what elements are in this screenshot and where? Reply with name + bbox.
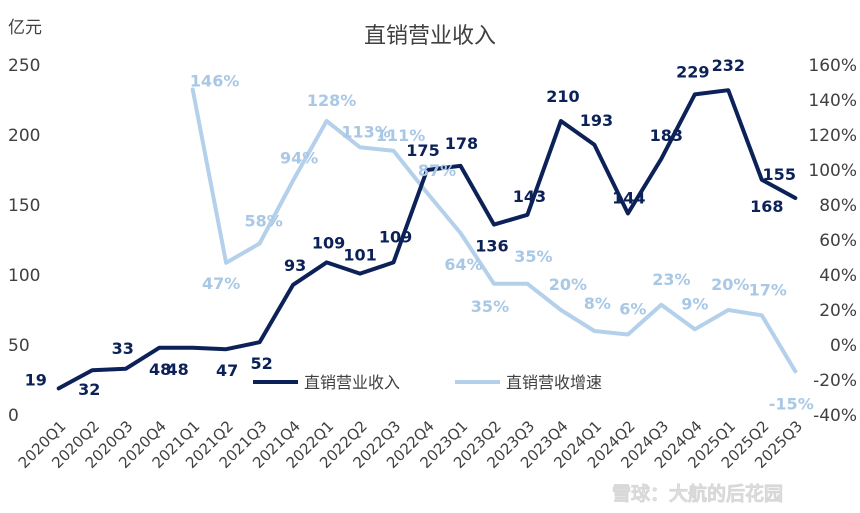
left-tick-label: 200: [8, 126, 40, 146]
left-tick-label: 250: [8, 56, 40, 76]
left-tick-label: 100: [8, 266, 40, 286]
revenue-data-label: 47: [216, 361, 238, 380]
revenue-data-label: 168: [750, 197, 783, 216]
revenue-line: [56, 88, 798, 391]
revenue-data-label: 33: [112, 339, 134, 358]
growth-data-label: 113%: [341, 122, 390, 141]
chart-title: 直销营业收入: [364, 24, 496, 49]
revenue-data-label: 109: [312, 233, 345, 252]
growth-data-label: 87%: [418, 161, 456, 180]
growth-data-label: 64%: [444, 255, 482, 274]
right-tick-label: 160%: [808, 56, 857, 76]
revenue-data-label: 136: [475, 237, 508, 256]
revenue-data-label: 193: [580, 111, 613, 130]
growth-data-label: 8%: [584, 294, 611, 313]
growth-data-labels: 146% 47% 58% 94% 128% 113%111% 87% 64% 35% 35% 20%…: [190, 72, 814, 414]
growth-data-label: 17%: [749, 280, 787, 299]
right-tick-label: 100%: [808, 161, 857, 181]
y-axis-unit: 亿元: [8, 18, 42, 38]
x-axis-ticks: 2020Q12020Q22020Q32020Q42021Q12021Q22021…: [15, 417, 806, 472]
revenue-data-label: 232: [712, 56, 745, 75]
revenue-data-label: 52: [250, 354, 272, 373]
revenue-data-label: 48: [167, 360, 189, 379]
right-tick-label: -40%: [813, 406, 857, 426]
growth-data-label: 9%: [681, 294, 708, 313]
revenue-data-label: 178: [445, 134, 478, 153]
left-axis-ticks: 0 50 100 150 200 250: [8, 56, 40, 426]
revenue-data-label: 93: [284, 256, 306, 275]
growth-series: [190, 87, 798, 374]
growth-data-label: 35%: [514, 247, 552, 266]
legend-label-growth: 直销营收增速: [506, 373, 602, 392]
growth-data-label: -15%: [769, 394, 814, 413]
revenue-data-label: 229: [676, 62, 709, 81]
growth-data-label: 47%: [202, 274, 240, 293]
growth-line: [190, 87, 798, 374]
left-tick-label: 150: [8, 196, 40, 216]
right-tick-label: 20%: [819, 301, 857, 321]
right-axis-ticks: -40% -20% 0% 20% 40% 60% 80% 100% 120% 140% 160%: [808, 56, 857, 426]
growth-data-label: 128%: [307, 91, 356, 110]
revenue-data-label: 143: [513, 187, 546, 206]
revenue-data-label: 155: [763, 165, 796, 184]
growth-data-label: 58%: [244, 212, 282, 231]
revenue-data-label: 144: [612, 188, 645, 207]
revenue-data-label: 19: [25, 370, 47, 389]
right-tick-label: 120%: [808, 126, 857, 146]
growth-data-label: 111%: [376, 126, 425, 145]
growth-data-label: 35%: [471, 297, 509, 316]
left-tick-label: 0: [8, 406, 19, 426]
growth-data-label: 146%: [190, 72, 239, 91]
right-tick-label: 140%: [808, 91, 857, 111]
left-tick-label: 50: [8, 336, 30, 356]
growth-data-label: 94%: [280, 149, 318, 168]
watermark-text: 雪球：大航的后花园: [612, 482, 783, 505]
right-tick-label: -20%: [813, 371, 857, 391]
growth-data-label: 23%: [652, 270, 690, 289]
revenue-data-label: 210: [546, 87, 579, 106]
revenue-data-label: 175: [406, 141, 439, 160]
growth-data-label: 6%: [619, 300, 646, 319]
right-tick-label: 0%: [830, 336, 857, 356]
right-tick-label: 40%: [819, 266, 857, 286]
revenue-data-label: 32: [78, 380, 100, 399]
growth-data-label: 20%: [549, 275, 587, 294]
legend: 直销营业收入 直销营收增速: [253, 373, 602, 392]
growth-data-label: 20%: [711, 275, 749, 294]
right-tick-label: 80%: [819, 196, 857, 216]
revenue-data-label: 183: [650, 126, 683, 145]
revenue-data-label: 109: [379, 227, 412, 246]
revenue-data-label: 101: [343, 246, 376, 265]
revenue-series: [56, 88, 798, 391]
right-tick-label: 60%: [819, 231, 857, 251]
revenue-data-label: 48: [149, 360, 171, 379]
legend-label-revenue: 直销营业收入: [304, 373, 400, 392]
